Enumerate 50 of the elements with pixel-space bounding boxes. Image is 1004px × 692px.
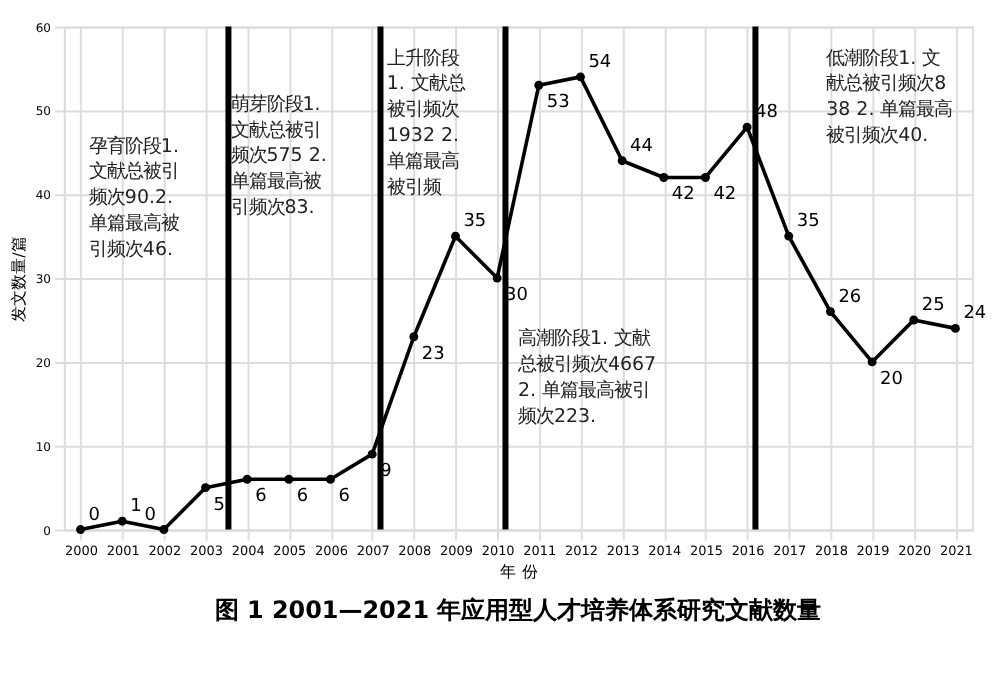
- point: [367, 449, 377, 459]
- data-label: 54: [588, 52, 612, 73]
- point: [284, 474, 294, 484]
- point: [659, 173, 669, 182]
- point: [534, 80, 544, 90]
- data-label: 23: [421, 344, 445, 365]
- data-label: 44: [630, 136, 654, 157]
- annotation: 孕育阶段1.文献总被引频次90.2. 单篇最高被引频次46.: [88, 135, 179, 262]
- point: [326, 474, 335, 484]
- point: [784, 231, 794, 241]
- point: [201, 483, 210, 493]
- annotation: 萌芽阶段1. 文献总被引频次575 2. 单篇最高被引频次83.: [230, 93, 327, 220]
- data-label: 1: [130, 497, 142, 518]
- data-label: 42: [713, 185, 737, 206]
- data-label: 0: [88, 505, 101, 526]
- point: [867, 357, 877, 367]
- data-label: 53: [546, 93, 570, 114]
- data-label: 6: [255, 487, 268, 508]
- data-label: 6: [338, 487, 351, 508]
- data-label: 30: [505, 286, 529, 307]
- annotation: 上升阶段1. 文献总被引频次1932 2. 单篇最高被引频: [386, 47, 465, 200]
- point: [700, 173, 710, 182]
- data-label: 0: [144, 505, 157, 526]
- point: [76, 525, 85, 535]
- point: [617, 156, 627, 166]
- point: [950, 323, 960, 333]
- point: [825, 307, 835, 317]
- data-label: 5: [213, 495, 225, 516]
- annotation: 低潮阶段1. 文献总被引频次838 2. 单篇最高被引频次40.: [826, 47, 953, 148]
- data-label: 35: [463, 212, 487, 233]
- point: [242, 474, 252, 484]
- data-label: 25: [921, 296, 945, 317]
- data-label: 35: [796, 212, 820, 233]
- x-axis-title: 年 份: [500, 563, 538, 582]
- point: [742, 122, 752, 132]
- point: [409, 332, 419, 342]
- data-label: 42: [671, 185, 695, 206]
- annotation: 高潮阶段1. 文献总被引频次4667 2. 单篇最高被引频次223.: [515, 328, 657, 429]
- point: [492, 273, 502, 283]
- point: [576, 72, 585, 82]
- data-label: 20: [880, 369, 904, 390]
- point: [909, 315, 919, 325]
- text: 图 1 2001—2021 年应用型人才培养体系研究文献数量: [214, 596, 822, 625]
- data-label: 24: [963, 304, 987, 325]
- data-label: 26: [838, 287, 862, 308]
- point: [117, 516, 127, 526]
- point: [159, 525, 169, 535]
- point: [451, 231, 460, 241]
- data-label: 6: [296, 487, 309, 508]
- y-axis-title: 发文数量/篇: [9, 236, 28, 322]
